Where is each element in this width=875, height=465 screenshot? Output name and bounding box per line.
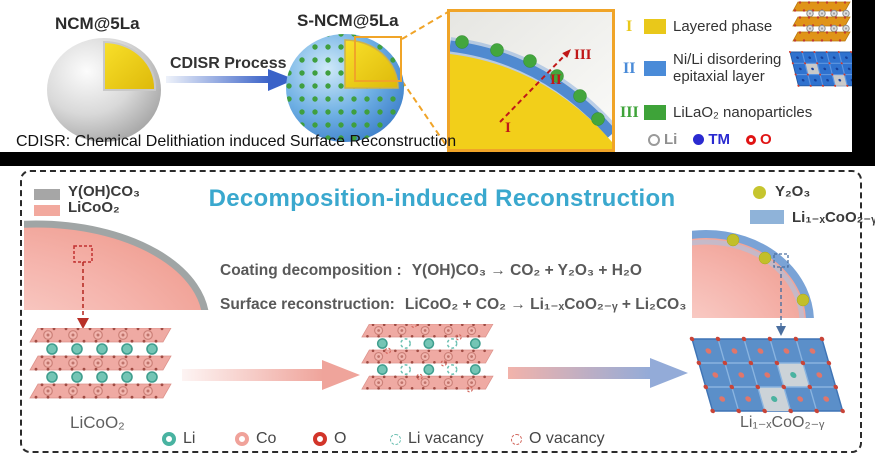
- top-atom-legend: Li TM O: [648, 131, 772, 148]
- y2o3-particles: [726, 233, 810, 307]
- bottom-panel-title: Decomposition-induced Reconstruction: [208, 185, 676, 212]
- surface-inset-graphic: [448, 12, 619, 149]
- legend-co: Co: [235, 430, 276, 448]
- licoo2-structure-graphic: [29, 328, 172, 400]
- reconstructed-label: Li₁₋ₓCoO₂₋ᵧ: [792, 209, 875, 226]
- o-vacancy-icon: [511, 433, 522, 445]
- structure-left-label: LiCoO₂: [70, 413, 125, 432]
- cathode-swatch: [34, 205, 60, 216]
- reconstructed-dome-graphic: [692, 230, 814, 336]
- cathode-label: LiCoO₂: [68, 199, 120, 216]
- coated-particle-graphic: [286, 34, 404, 142]
- atom-li: Li: [648, 131, 677, 148]
- reconstructed-swatch: [750, 210, 784, 224]
- zoom-region-box: [354, 36, 402, 82]
- o-dot-icon: [313, 432, 327, 446]
- particle-left-label: NCM@5La: [55, 14, 140, 33]
- legend-numeral-1: I: [626, 18, 633, 35]
- reaction-arrow-2: [508, 358, 688, 388]
- y2o3-label: Y₂O₃: [775, 183, 811, 200]
- inset-arrow: [499, 53, 567, 123]
- top-panel: NCM@5La CDISR Process S-NCM@5La I II III…: [0, 0, 875, 152]
- atom-tm: TM: [693, 131, 730, 148]
- co-dot-icon: [235, 432, 249, 446]
- legend-numeral-2: II: [623, 60, 636, 77]
- legend-li-vacancy: Li vacancy: [390, 430, 484, 448]
- atom-o: O: [746, 131, 772, 148]
- inset-marker-1: I: [505, 120, 511, 136]
- particle-right-label: S-NCM@5La: [297, 11, 399, 30]
- legend-swatch-layered: [644, 19, 666, 34]
- reaction-arrow-1: [182, 360, 360, 390]
- tm-atom-icon: [693, 134, 705, 145]
- process-arrow-head: [268, 69, 295, 91]
- o-atom-icon: [746, 134, 757, 145]
- legend-swatch-nanoparticles: [644, 105, 666, 120]
- legend-o: O: [313, 430, 346, 448]
- legend-label-layered: Layered phase: [673, 18, 773, 35]
- legend-li: Li: [162, 430, 195, 448]
- divider-bar: [0, 152, 875, 166]
- pristine-dome-graphic: [24, 220, 209, 329]
- legend-label-epitaxial: Ni/Li disordering epitaxial layer: [673, 51, 782, 85]
- rocksalt-structure-graphic: [788, 50, 855, 87]
- surface-inset: [447, 9, 619, 152]
- rocksalt-large-structure-graphic: [689, 336, 846, 414]
- nanoparticle-dots: [455, 35, 605, 126]
- legend-label-nanoparticles: LiLaO₂ nanoparticles: [673, 104, 813, 121]
- li-vacancy-icon: [390, 433, 401, 445]
- li-atom-icon: [648, 133, 660, 146]
- dome-zoom-box-right: [773, 253, 789, 268]
- li-dot-icon: [162, 432, 176, 446]
- equation-decomposition: Coating decomposition : Y(OH)CO₃ → CO₂ + …: [220, 262, 642, 279]
- pristine-particle-graphic: [47, 38, 161, 142]
- top-panel-connectors-graphic: [166, 11, 449, 149]
- coating-swatch: [34, 189, 60, 200]
- zoom-callout-line-top: [401, 11, 449, 40]
- legend-numeral-3: III: [620, 104, 639, 121]
- equation-reconstruction: Surface reconstruction: LiCoO₂ + CO₂ → Li…: [220, 296, 687, 313]
- bottom-panel: Y(OH)CO₃ LiCoO₂ Decomposition-induced Re…: [20, 170, 875, 453]
- layered-structure-graphic: [792, 0, 851, 43]
- process-label: CDISR Process: [170, 55, 287, 72]
- zoom-callout-line-bottom: [401, 80, 449, 149]
- legend-swatch-epitaxial: [644, 61, 666, 76]
- coating-label: Y(OH)CO₃: [68, 183, 140, 200]
- inset-marker-3: III: [574, 47, 592, 63]
- top-panel-caption: CDISR: Chemical Delithiation induced Sur…: [16, 133, 457, 150]
- legend-o-vacancy: O vacancy: [511, 430, 605, 448]
- right-edge-bar: [852, 0, 875, 166]
- inset-marker-2: II: [550, 72, 562, 88]
- y2o3-dot-icon: [753, 186, 766, 199]
- process-arrow-shaft: [166, 76, 270, 83]
- delithiated-structure-graphic: [361, 324, 494, 393]
- structure-right-label: Li₁₋ₓCoO₂₋ᵧ: [740, 414, 825, 431]
